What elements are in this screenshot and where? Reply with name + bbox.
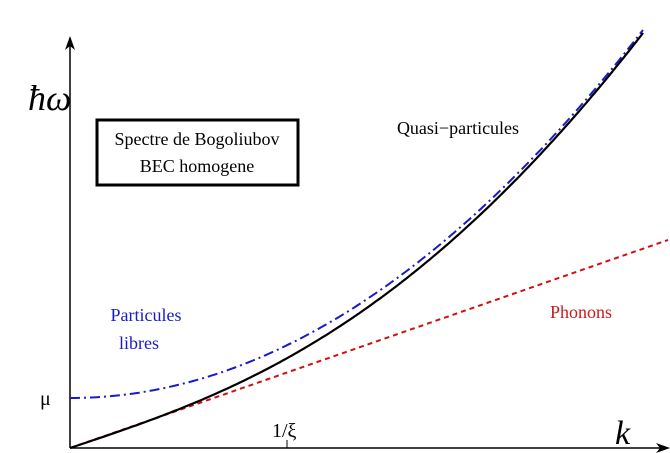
box-line: BEC homogene <box>140 156 255 176</box>
y-label: ħω <box>28 78 71 118</box>
free-curve <box>70 29 644 399</box>
legend-box <box>95 118 300 187</box>
curve-label: Particules <box>111 305 182 325</box>
phonon-line <box>69 239 669 449</box>
x-label: k <box>615 415 631 452</box>
box-line: Spectre de Bogoliubov <box>115 129 280 149</box>
x-tick-label: 1/ξ <box>272 420 297 442</box>
curve-label: libres <box>119 333 159 353</box>
y-tick-label: μ <box>40 388 51 410</box>
curve-label: Phonons <box>550 302 612 322</box>
bogoliubov-curve <box>69 32 644 450</box>
curve-label: Quasi−particules <box>397 118 519 138</box>
